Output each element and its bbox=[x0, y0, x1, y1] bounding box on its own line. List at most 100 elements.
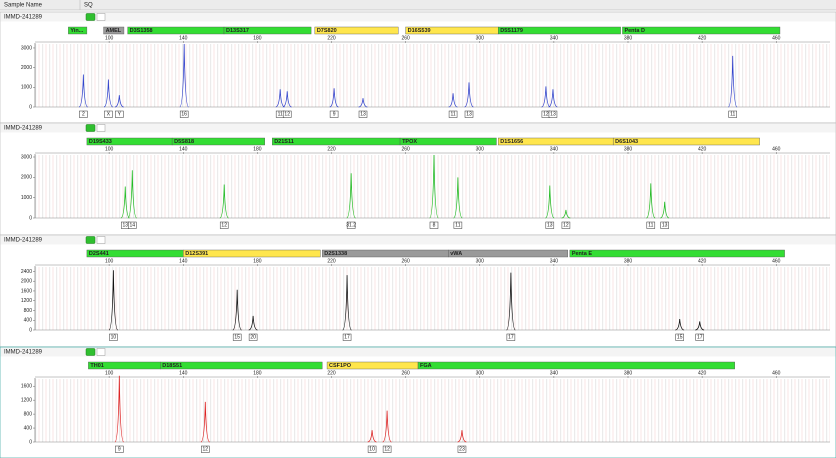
y-tick-label: 1200 bbox=[21, 397, 32, 403]
allele-box bbox=[367, 445, 377, 453]
x-tick-label: 140 bbox=[179, 146, 188, 152]
panel-box bbox=[96, 348, 106, 356]
y-tick-label: 3000 bbox=[21, 154, 32, 160]
bin-area bbox=[35, 379, 830, 442]
bin-area bbox=[35, 155, 830, 218]
y-tick-label: 3000 bbox=[21, 45, 32, 51]
peak bbox=[329, 88, 339, 108]
peak bbox=[429, 154, 439, 219]
marker-bar bbox=[223, 26, 312, 35]
peak bbox=[232, 289, 242, 331]
bin-area bbox=[35, 267, 830, 330]
allele-label: 15 bbox=[677, 335, 683, 341]
marker-label: D21S11 bbox=[274, 139, 294, 145]
peak bbox=[342, 275, 352, 331]
x-tick-label: 260 bbox=[401, 370, 410, 376]
allele-label: 13 bbox=[466, 112, 472, 118]
allele-label: 12 bbox=[221, 223, 227, 229]
allele-label: 13 bbox=[662, 223, 668, 229]
peak bbox=[382, 410, 392, 443]
x-tick-label: 380 bbox=[624, 370, 633, 376]
bin-area bbox=[35, 44, 830, 107]
allele-label: 10 bbox=[111, 335, 117, 341]
y-tick-label: 1000 bbox=[21, 195, 32, 201]
allele-label: 13 bbox=[360, 112, 366, 118]
x-tick-label: 140 bbox=[179, 370, 188, 376]
marker-label: D3S1358 bbox=[130, 28, 153, 34]
x-tick-label: 460 bbox=[772, 146, 781, 152]
allele-label: 17 bbox=[697, 335, 703, 341]
allele-box bbox=[115, 445, 124, 453]
peak bbox=[727, 55, 738, 108]
allele-label: 11 bbox=[648, 223, 653, 229]
allele-label: 15 bbox=[234, 335, 240, 341]
marker-bar bbox=[612, 137, 760, 146]
x-tick-label: 100 bbox=[105, 370, 114, 376]
panel-icon bbox=[85, 348, 96, 356]
allele-box bbox=[115, 110, 124, 118]
peak bbox=[108, 270, 119, 331]
peak bbox=[358, 98, 368, 108]
x-tick-label: 100 bbox=[105, 258, 114, 264]
marker-bar bbox=[103, 26, 125, 35]
allele-box bbox=[219, 221, 229, 229]
peak bbox=[660, 201, 670, 219]
x-tick-label: 180 bbox=[253, 35, 262, 41]
allele-box bbox=[695, 333, 704, 341]
marker-label: Penta D bbox=[624, 28, 645, 34]
allele-box bbox=[342, 333, 352, 341]
marker-bar bbox=[171, 137, 265, 146]
panel-box bbox=[96, 236, 106, 244]
x-tick-label: 260 bbox=[401, 258, 410, 264]
peak bbox=[127, 170, 138, 219]
y-tick-label: 400 bbox=[24, 318, 33, 324]
panel-icon bbox=[85, 236, 96, 244]
allele-box bbox=[248, 333, 258, 341]
peak bbox=[200, 401, 210, 443]
x-tick-label: 380 bbox=[624, 146, 633, 152]
allele-box bbox=[109, 333, 118, 341]
allele-box bbox=[506, 333, 516, 341]
peak bbox=[275, 89, 285, 108]
allele-label: 12 bbox=[203, 447, 209, 453]
x-tick-label: 460 bbox=[772, 370, 781, 376]
sample-name: IMMD-241289 bbox=[4, 350, 43, 356]
x-tick-label: 460 bbox=[772, 35, 781, 41]
panel-header bbox=[0, 347, 836, 357]
allele-label: 8 bbox=[433, 223, 436, 229]
y-tick-label: 0 bbox=[29, 439, 32, 445]
allele-box bbox=[561, 221, 571, 229]
allele-label: 31.2 bbox=[346, 223, 356, 229]
marker-label: D18S51 bbox=[162, 363, 182, 369]
marker-label: D19S433 bbox=[89, 139, 112, 145]
marker-bar bbox=[183, 249, 321, 258]
allele-box bbox=[79, 110, 88, 118]
y-tick-label: 0 bbox=[29, 327, 32, 333]
marker-label: TPOX bbox=[402, 139, 417, 145]
allele-box bbox=[548, 110, 558, 118]
peak bbox=[248, 315, 258, 331]
peak bbox=[120, 186, 130, 219]
allele-label: 10 bbox=[369, 447, 375, 453]
allele-label: 11 bbox=[730, 112, 735, 118]
x-tick-label: 340 bbox=[550, 370, 559, 376]
allele-label: 14 bbox=[130, 223, 136, 229]
x-tick-label: 340 bbox=[550, 35, 559, 41]
x-tick-label: 100 bbox=[105, 35, 114, 41]
peak bbox=[506, 272, 516, 331]
marker-bar bbox=[448, 249, 568, 258]
allele-box bbox=[545, 221, 555, 229]
peak bbox=[545, 185, 555, 219]
sample-name: IMMD-241289 bbox=[4, 15, 43, 21]
y-tick-label: 2000 bbox=[21, 175, 32, 181]
y-tick-label: 2000 bbox=[21, 65, 32, 71]
x-tick-label: 100 bbox=[105, 146, 114, 152]
y-tick-label: 1200 bbox=[21, 298, 32, 304]
peak bbox=[448, 93, 458, 108]
panel-box bbox=[96, 124, 106, 132]
peak bbox=[561, 209, 571, 219]
marker-bar bbox=[622, 26, 781, 35]
allele-label: Y bbox=[118, 112, 122, 118]
x-tick-label: 380 bbox=[624, 35, 633, 41]
allele-box bbox=[429, 221, 439, 229]
